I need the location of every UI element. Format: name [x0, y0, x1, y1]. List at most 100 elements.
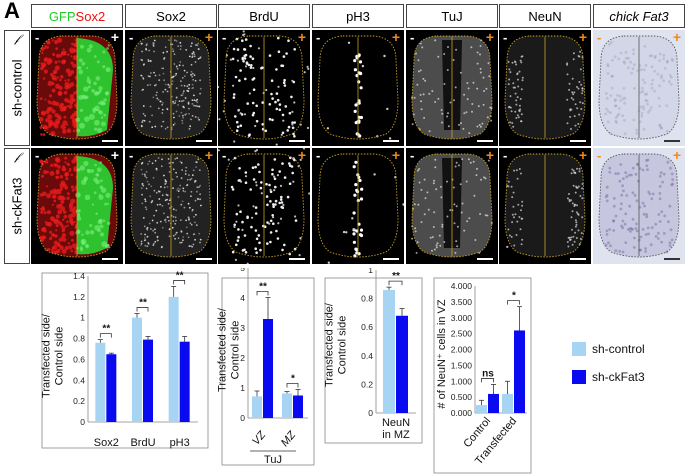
transfected-side-mark: +	[204, 148, 213, 163]
y-axis-label: Control side	[54, 327, 66, 386]
y-tick-label: 0.8	[361, 294, 373, 304]
transfected-side-mark: +	[578, 30, 587, 45]
control-side-mark: -	[35, 148, 40, 163]
column-header-text: BrdU	[249, 8, 279, 24]
micrograph-tile: - +	[499, 30, 591, 146]
scale-bar	[477, 258, 493, 260]
column-header: Sox2	[125, 4, 217, 28]
column-header-text: NeuN	[528, 8, 562, 24]
micrograph-tile: - +	[593, 30, 685, 146]
scale-bar	[383, 140, 399, 142]
bar	[514, 330, 525, 413]
y-tick-label: 2.000	[451, 345, 473, 355]
scale-bar	[664, 140, 680, 142]
column-header-text: pH3	[346, 8, 370, 24]
y-tick-label: 3.000	[451, 313, 473, 323]
bar	[252, 396, 262, 418]
y-tick-label: 4.000	[451, 281, 473, 291]
y-axis-label: # of NeuN⁺ cells in VZ	[436, 299, 448, 408]
bar	[282, 393, 292, 418]
bar	[168, 296, 179, 422]
significance-bracket	[507, 300, 520, 305]
significance-label: **	[176, 270, 184, 281]
y-tick-label: 0	[368, 408, 373, 418]
significance-label: ns	[482, 368, 494, 379]
micrograph-tile: - +	[499, 148, 591, 264]
category-label: BrdU	[130, 437, 155, 449]
transfected-side-mark: +	[391, 30, 400, 45]
transfected-side-mark: +	[204, 30, 213, 45]
transfected-side-mark: +	[578, 148, 587, 163]
y-tick-label: 1	[80, 313, 85, 323]
control-side-mark: -	[129, 148, 134, 163]
y-axis-label: Control side	[337, 316, 349, 375]
significance-bracket	[99, 333, 112, 338]
bar	[132, 317, 142, 422]
micrograph-tile: - +	[406, 148, 498, 264]
legend-label: sh-control	[592, 342, 645, 356]
bar	[396, 315, 408, 413]
category-label: in MZ	[382, 429, 410, 441]
micrograph-tile: - +	[312, 30, 404, 146]
legend-swatch	[572, 370, 586, 384]
significance-bracket	[173, 280, 186, 285]
column-header: BrdU	[218, 4, 310, 28]
transfected-side-mark: +	[391, 148, 400, 163]
category-label: NeuN	[382, 417, 410, 429]
control-side-mark: -	[316, 30, 321, 45]
group-label: TuJ	[264, 454, 282, 466]
category-label: Sox2	[94, 437, 119, 449]
transfected-side-mark: +	[485, 30, 494, 45]
control-side-mark: -	[597, 30, 602, 45]
bar	[106, 354, 117, 422]
y-tick-label: 1.500	[451, 360, 473, 370]
micrograph-tile: - +	[125, 30, 217, 146]
scale-bar	[477, 140, 493, 142]
y-tick-label: 1	[368, 268, 373, 275]
y-tick-label: 1.2	[73, 292, 85, 302]
control-side-mark: -	[503, 148, 508, 163]
bar	[179, 341, 190, 422]
y-tick-label: 1.4	[73, 271, 85, 281]
significance-bracket	[136, 307, 149, 312]
significance-label: **	[102, 324, 110, 335]
y-tick-label: 1	[240, 383, 245, 393]
y-tick-label: 0.6	[361, 322, 373, 332]
control-side-mark: -	[129, 30, 134, 45]
scale-bar	[570, 140, 586, 142]
category-label: MZ	[279, 428, 299, 449]
control-side-mark: -	[35, 30, 40, 45]
micrograph-tile: - +	[312, 148, 404, 264]
significance-bracket	[481, 378, 494, 383]
transfected-side-mark: +	[672, 148, 681, 163]
chart-frame	[324, 277, 423, 444]
y-tick-label: 0.6	[73, 354, 85, 364]
significance-bracket	[256, 291, 269, 296]
transfected-side-mark: +	[297, 148, 306, 163]
scale-bar	[196, 140, 212, 142]
y-axis-label: Transfected side/	[41, 313, 53, 398]
significance-label: **	[139, 298, 147, 309]
column-header: TuJ	[406, 4, 498, 28]
bar-charts: 0 0.2 0.4 0.6 0.8 1 1.2 1.4 Transfected side/Con…	[41, 268, 645, 474]
column-header: GFP Sox2	[31, 4, 123, 28]
scale-bar	[102, 140, 118, 142]
category-label: pH3	[170, 437, 190, 449]
scale-bar	[102, 258, 118, 260]
control-side-mark: -	[410, 30, 415, 45]
micrograph-tile: - +	[31, 30, 123, 146]
y-axis-label: Transfected side/	[217, 307, 229, 392]
significance-label: **	[392, 271, 400, 282]
scale-bar	[289, 140, 305, 142]
y-tick-label: 0	[240, 413, 245, 423]
micrograph-tile: - +	[218, 148, 310, 264]
row-label: sh-control	[9, 59, 25, 117]
y-tick-label: 3	[240, 323, 245, 333]
column-header: NeuN	[499, 4, 591, 28]
bar	[263, 319, 273, 418]
transfected-side-mark: +	[297, 30, 306, 45]
y-tick-label: 0.4	[73, 375, 85, 385]
column-header-text: GFP	[48, 8, 76, 24]
legend-swatch	[572, 342, 586, 356]
y-tick-label: 0.500	[451, 392, 473, 402]
